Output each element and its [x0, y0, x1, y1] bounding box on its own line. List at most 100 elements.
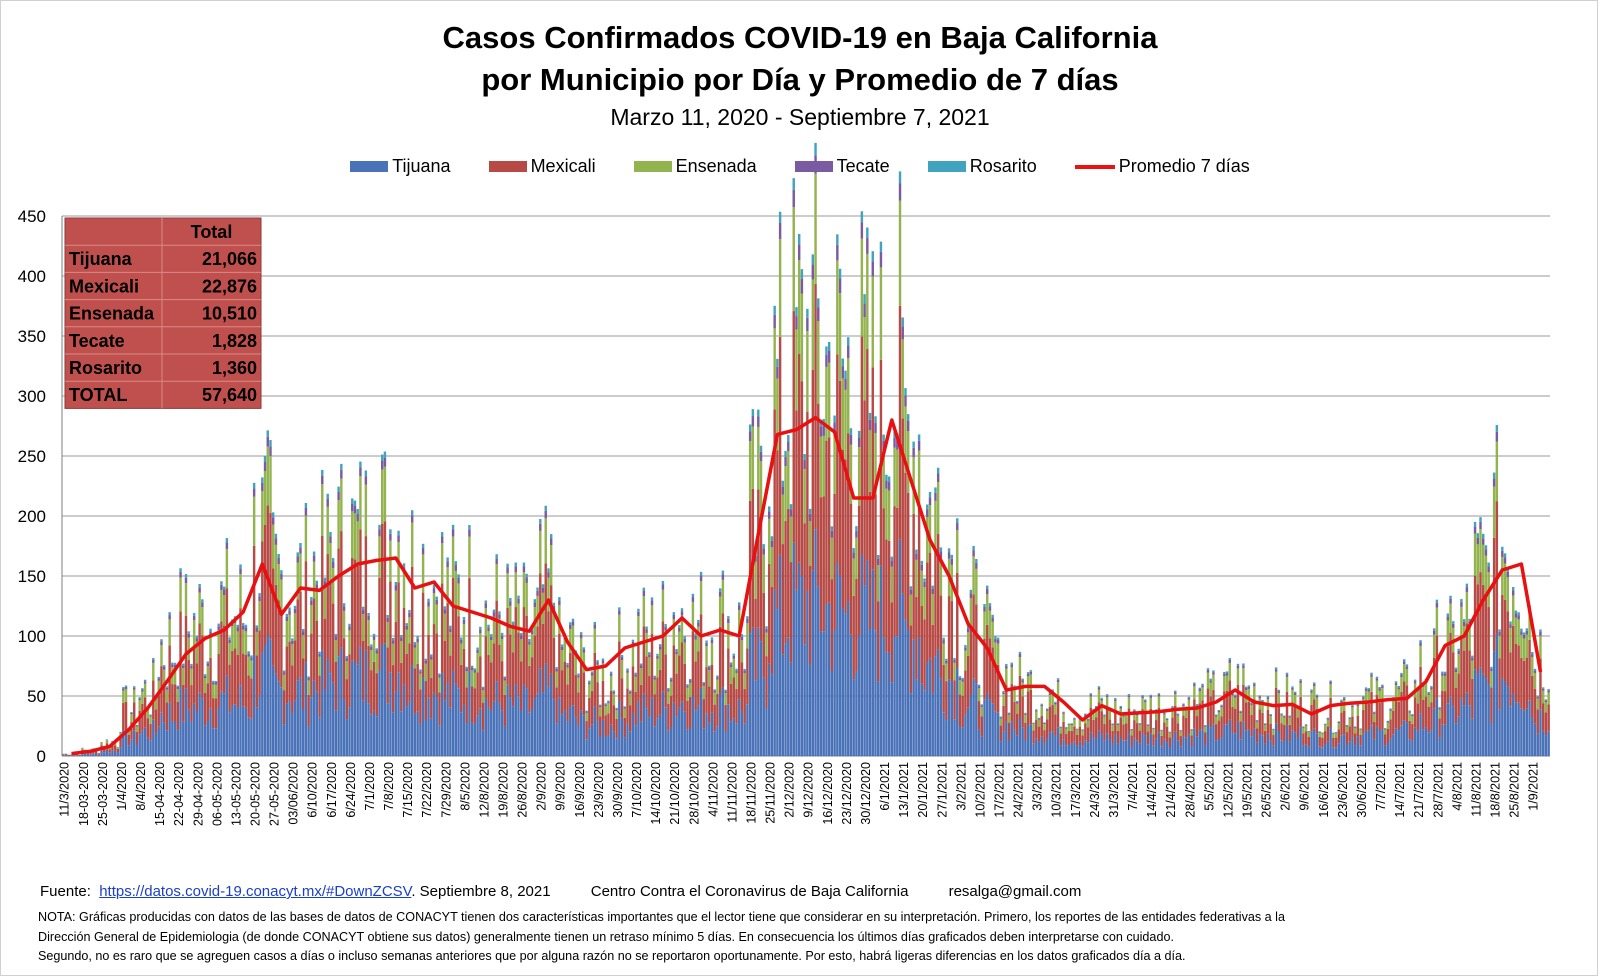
bar-mexicali	[1476, 584, 1479, 674]
bar-tecate	[495, 558, 498, 565]
bar-mexicali	[1296, 717, 1300, 738]
bar-tecate	[558, 600, 561, 606]
bar-tijuana	[776, 609, 779, 756]
bar-tijuana	[1067, 743, 1071, 756]
bar-tijuana	[817, 586, 820, 756]
bar-ensenada	[705, 646, 708, 668]
bar-tijuana	[781, 654, 785, 756]
bar-tecate	[1511, 590, 1515, 596]
bar-ensenada	[1261, 702, 1264, 713]
bar-mexicali	[953, 680, 956, 720]
bar-tecate	[187, 633, 190, 638]
bar-tecate	[1539, 631, 1542, 636]
bar-mexicali	[672, 645, 676, 703]
bar-mexicali	[331, 603, 335, 683]
bar-ensenada	[154, 698, 158, 710]
bar-tijuana	[435, 697, 438, 756]
bar-rosarito	[1223, 671, 1226, 674]
bar-tijuana	[143, 727, 147, 756]
bar-tecate	[1127, 695, 1131, 698]
bar-rosarito	[1373, 711, 1376, 713]
bar-tecate	[326, 498, 329, 507]
bar-rosarito	[817, 298, 820, 308]
bar-tijuana	[588, 728, 591, 756]
bar-ensenada	[740, 640, 744, 663]
bar-mexicali	[119, 737, 122, 748]
bar-mexicali	[885, 539, 888, 652]
bar-tecate	[994, 638, 997, 643]
bar-tijuana	[424, 719, 428, 756]
bar-rosarito	[1095, 705, 1098, 707]
bar-tijuana	[1315, 733, 1319, 756]
bar-tijuana	[427, 697, 430, 756]
bar-tijuana	[285, 703, 289, 756]
bar-ensenada	[732, 658, 735, 678]
bar-mexicali	[716, 693, 719, 727]
bar-rosarito	[631, 639, 635, 643]
bar-rosarito	[1441, 671, 1444, 674]
bar-tijuana	[833, 630, 836, 756]
bar-ensenada	[1402, 664, 1406, 682]
bar-ensenada	[370, 650, 373, 671]
bar-tecate	[1059, 727, 1063, 729]
bar-tijuana	[618, 700, 621, 756]
bar-tijuana	[1013, 729, 1016, 756]
bar-tecate	[860, 222, 864, 239]
bar-mexicali	[1182, 715, 1185, 737]
bar-mexicali	[1201, 700, 1204, 730]
bar-mexicali	[724, 704, 727, 732]
bar-tecate	[1100, 698, 1103, 701]
bar-tijuana	[577, 725, 580, 756]
bar-ensenada	[631, 645, 635, 667]
bar-tecate	[1176, 714, 1180, 716]
bar-tijuana	[994, 711, 997, 756]
bar-ensenada	[599, 707, 602, 717]
bar-tijuana	[214, 728, 218, 756]
bar-rosarito	[1176, 713, 1180, 715]
bar-mexicali	[983, 638, 986, 700]
bar-tijuana	[1059, 745, 1063, 756]
bar-rosarito	[855, 526, 858, 531]
bar-tecate	[926, 509, 929, 518]
bar-rosarito	[1067, 723, 1071, 725]
bar-rosarito	[1411, 714, 1414, 715]
bar-tecate	[1495, 431, 1499, 442]
bar-tecate	[1204, 725, 1207, 727]
source-link[interactable]: https://datos.covid-19.conacyt.mx/#DownZ…	[99, 883, 412, 900]
bar-rosarito	[1119, 706, 1122, 708]
x-tick-label: 9/6/2021	[1298, 762, 1312, 811]
bar-tijuana	[454, 683, 458, 756]
bar-tijuana	[727, 704, 730, 756]
bar-tecate	[724, 691, 727, 694]
bar-tecate	[852, 552, 855, 559]
bar-mexicali	[1135, 723, 1139, 741]
bar-rosarito	[1258, 695, 1261, 697]
bar-tecate	[1452, 623, 1455, 628]
bar-rosarito	[950, 554, 954, 559]
bar-tijuana	[1165, 742, 1169, 756]
bar-tecate	[348, 626, 351, 631]
bar-rosarito	[1457, 648, 1460, 651]
bar-ensenada	[1321, 733, 1324, 738]
bar-tecate	[457, 578, 460, 584]
bar-tijuana	[1323, 744, 1327, 756]
bar-mexicali	[288, 641, 291, 702]
bar-ensenada	[1370, 676, 1373, 692]
bar-ensenada	[855, 537, 858, 580]
bar-rosarito	[1329, 680, 1332, 682]
bar-mexicali	[571, 650, 575, 706]
bar-tecate	[242, 625, 245, 630]
bar-tijuana	[203, 725, 207, 756]
bar-mexicali	[972, 594, 975, 679]
bar-mexicali	[198, 623, 201, 693]
bar-ensenada	[980, 706, 983, 717]
bar-mexicali	[767, 563, 771, 664]
bar-tijuana	[1133, 738, 1136, 756]
bar-ensenada	[996, 643, 1000, 665]
bar-tijuana	[503, 726, 507, 756]
bar-rosarito	[571, 618, 575, 622]
bar-tijuana	[1073, 741, 1076, 756]
bar-mexicali	[337, 548, 340, 657]
bar-tijuana	[1002, 731, 1005, 756]
bar-tijuana	[1435, 698, 1439, 756]
